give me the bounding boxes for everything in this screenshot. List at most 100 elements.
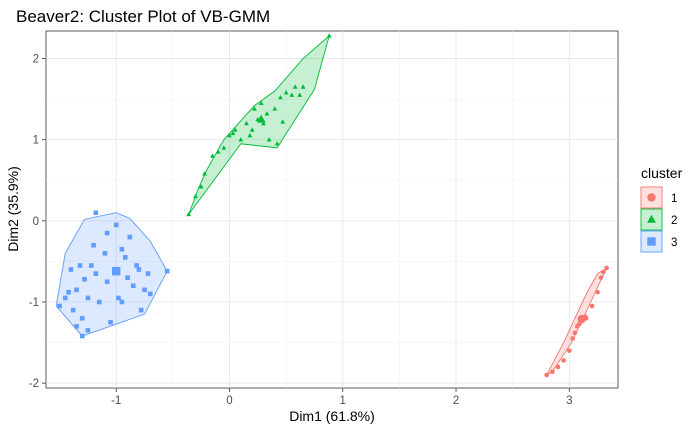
cluster-3-point xyxy=(66,289,71,295)
legend-label-3: 3 xyxy=(671,237,677,249)
cluster-3-point xyxy=(145,271,151,276)
cluster-2-point xyxy=(198,184,204,189)
cluster-2-point xyxy=(289,92,295,97)
x-tick-label: 3 xyxy=(566,395,572,407)
y-tick-label: 1 xyxy=(33,135,39,147)
cluster-2-point xyxy=(261,120,266,126)
cluster-1-point xyxy=(544,372,549,378)
cluster-3-point xyxy=(122,255,128,260)
legend-title: cluster xyxy=(641,165,683,181)
cluster-2-point xyxy=(202,171,207,176)
cluster-1-point xyxy=(550,369,555,375)
cluster-2-point xyxy=(280,119,286,124)
x-tick-label: -1 xyxy=(111,395,121,407)
plot-panel xyxy=(45,30,619,389)
cluster-1-centroid xyxy=(577,314,586,324)
cluster-1-point xyxy=(589,303,595,309)
axis-ticks: -1 0 1 2 3 -2 -1 0 1 2 xyxy=(29,54,573,407)
cluster-3-point xyxy=(68,267,74,272)
cluster-2-point xyxy=(227,133,232,138)
cluster-2-point xyxy=(230,130,236,135)
cluster-1-point xyxy=(595,289,600,295)
x-tick-label: 1 xyxy=(340,395,346,407)
cluster-3-point xyxy=(147,291,153,297)
legend: cluster 1 2 3 xyxy=(640,165,683,253)
cluster-2-point xyxy=(193,193,198,199)
cluster-2-point xyxy=(258,100,264,105)
cluster-2-point xyxy=(221,145,227,150)
legend-symbol-2 xyxy=(647,214,656,223)
cluster-3-point xyxy=(77,263,83,268)
cluster-2-point xyxy=(278,94,283,100)
cluster-3-point xyxy=(74,287,79,293)
x-tick-label: 2 xyxy=(453,395,459,407)
cluster-3-point xyxy=(134,263,139,268)
cluster-2-centroid xyxy=(256,114,266,123)
cluster-3-point xyxy=(57,303,62,309)
cluster-2-point xyxy=(238,137,244,142)
cluster-3-point xyxy=(62,295,68,301)
cluster-1-point xyxy=(572,330,578,336)
cluster-3-point xyxy=(104,230,110,236)
cluster-3-point xyxy=(93,271,99,276)
cluster-3-point xyxy=(102,251,108,256)
cluster-2-point xyxy=(297,92,303,97)
cluster-2-point xyxy=(215,149,221,154)
cluster-3-point xyxy=(74,324,79,329)
cluster-2-point xyxy=(274,141,280,146)
cluster-2-point xyxy=(186,211,192,217)
cluster-1-point xyxy=(598,275,604,280)
cluster-2-point xyxy=(232,127,238,132)
cluster-3-point xyxy=(119,299,125,305)
y-tick-label: 2 xyxy=(33,54,39,66)
cluster-3-point xyxy=(127,234,133,240)
cluster-1-point xyxy=(600,269,606,275)
cluster-2-point xyxy=(247,133,253,138)
cluster-3-point xyxy=(82,276,87,282)
cluster-3-point xyxy=(93,210,99,216)
legend-label-2: 2 xyxy=(671,215,677,227)
cluster-3-point xyxy=(91,242,96,248)
data-points xyxy=(57,33,609,378)
cluster-3-point xyxy=(89,263,94,268)
cluster-3-point xyxy=(138,307,144,313)
grid-lines xyxy=(46,31,618,388)
cluster-3-point xyxy=(104,279,110,285)
cluster-3-point xyxy=(130,283,136,289)
y-tick-label: 0 xyxy=(33,216,39,228)
cluster-3-point xyxy=(79,315,85,321)
x-tick-label: 0 xyxy=(226,395,232,407)
cluster-2-point xyxy=(249,127,255,132)
cluster-2-point xyxy=(326,33,332,38)
cluster-2-point xyxy=(244,120,249,126)
cluster-3-point xyxy=(119,246,125,252)
cluster-2-point xyxy=(210,153,215,158)
cluster-2-point xyxy=(266,137,272,142)
cluster-1-point xyxy=(566,348,572,353)
cluster-2-point xyxy=(272,106,278,111)
legend-label-1: 1 xyxy=(671,193,677,205)
cluster-3-point xyxy=(125,275,130,280)
y-tick-label: -2 xyxy=(29,378,39,390)
chart-title: Beaver2: Cluster Plot of VB-GMM xyxy=(16,7,270,26)
cluster-1-point xyxy=(555,364,561,370)
y-axis-label: Dim2 (35.9%) xyxy=(5,166,21,252)
cluster-3-point xyxy=(85,295,91,301)
cluster-1-point xyxy=(570,336,575,341)
cluster-hulls xyxy=(55,34,608,377)
cluster-3-hull xyxy=(55,212,168,337)
cluster-1-point xyxy=(604,265,609,271)
cluster-2-point xyxy=(283,90,289,95)
cluster-3-point xyxy=(85,328,91,333)
cluster-3-point xyxy=(142,287,147,293)
x-axis-label: Dim1 (61.8%) xyxy=(289,408,375,424)
cluster-3-point xyxy=(70,307,76,313)
cluster-3-point xyxy=(108,319,113,325)
cluster-2-point xyxy=(300,84,306,89)
legend-symbol-1 xyxy=(647,193,656,202)
legend-symbol-3 xyxy=(647,237,656,246)
cluster-2-point xyxy=(264,111,270,116)
cluster-3-point xyxy=(79,333,85,339)
cluster-3-point xyxy=(113,222,119,228)
